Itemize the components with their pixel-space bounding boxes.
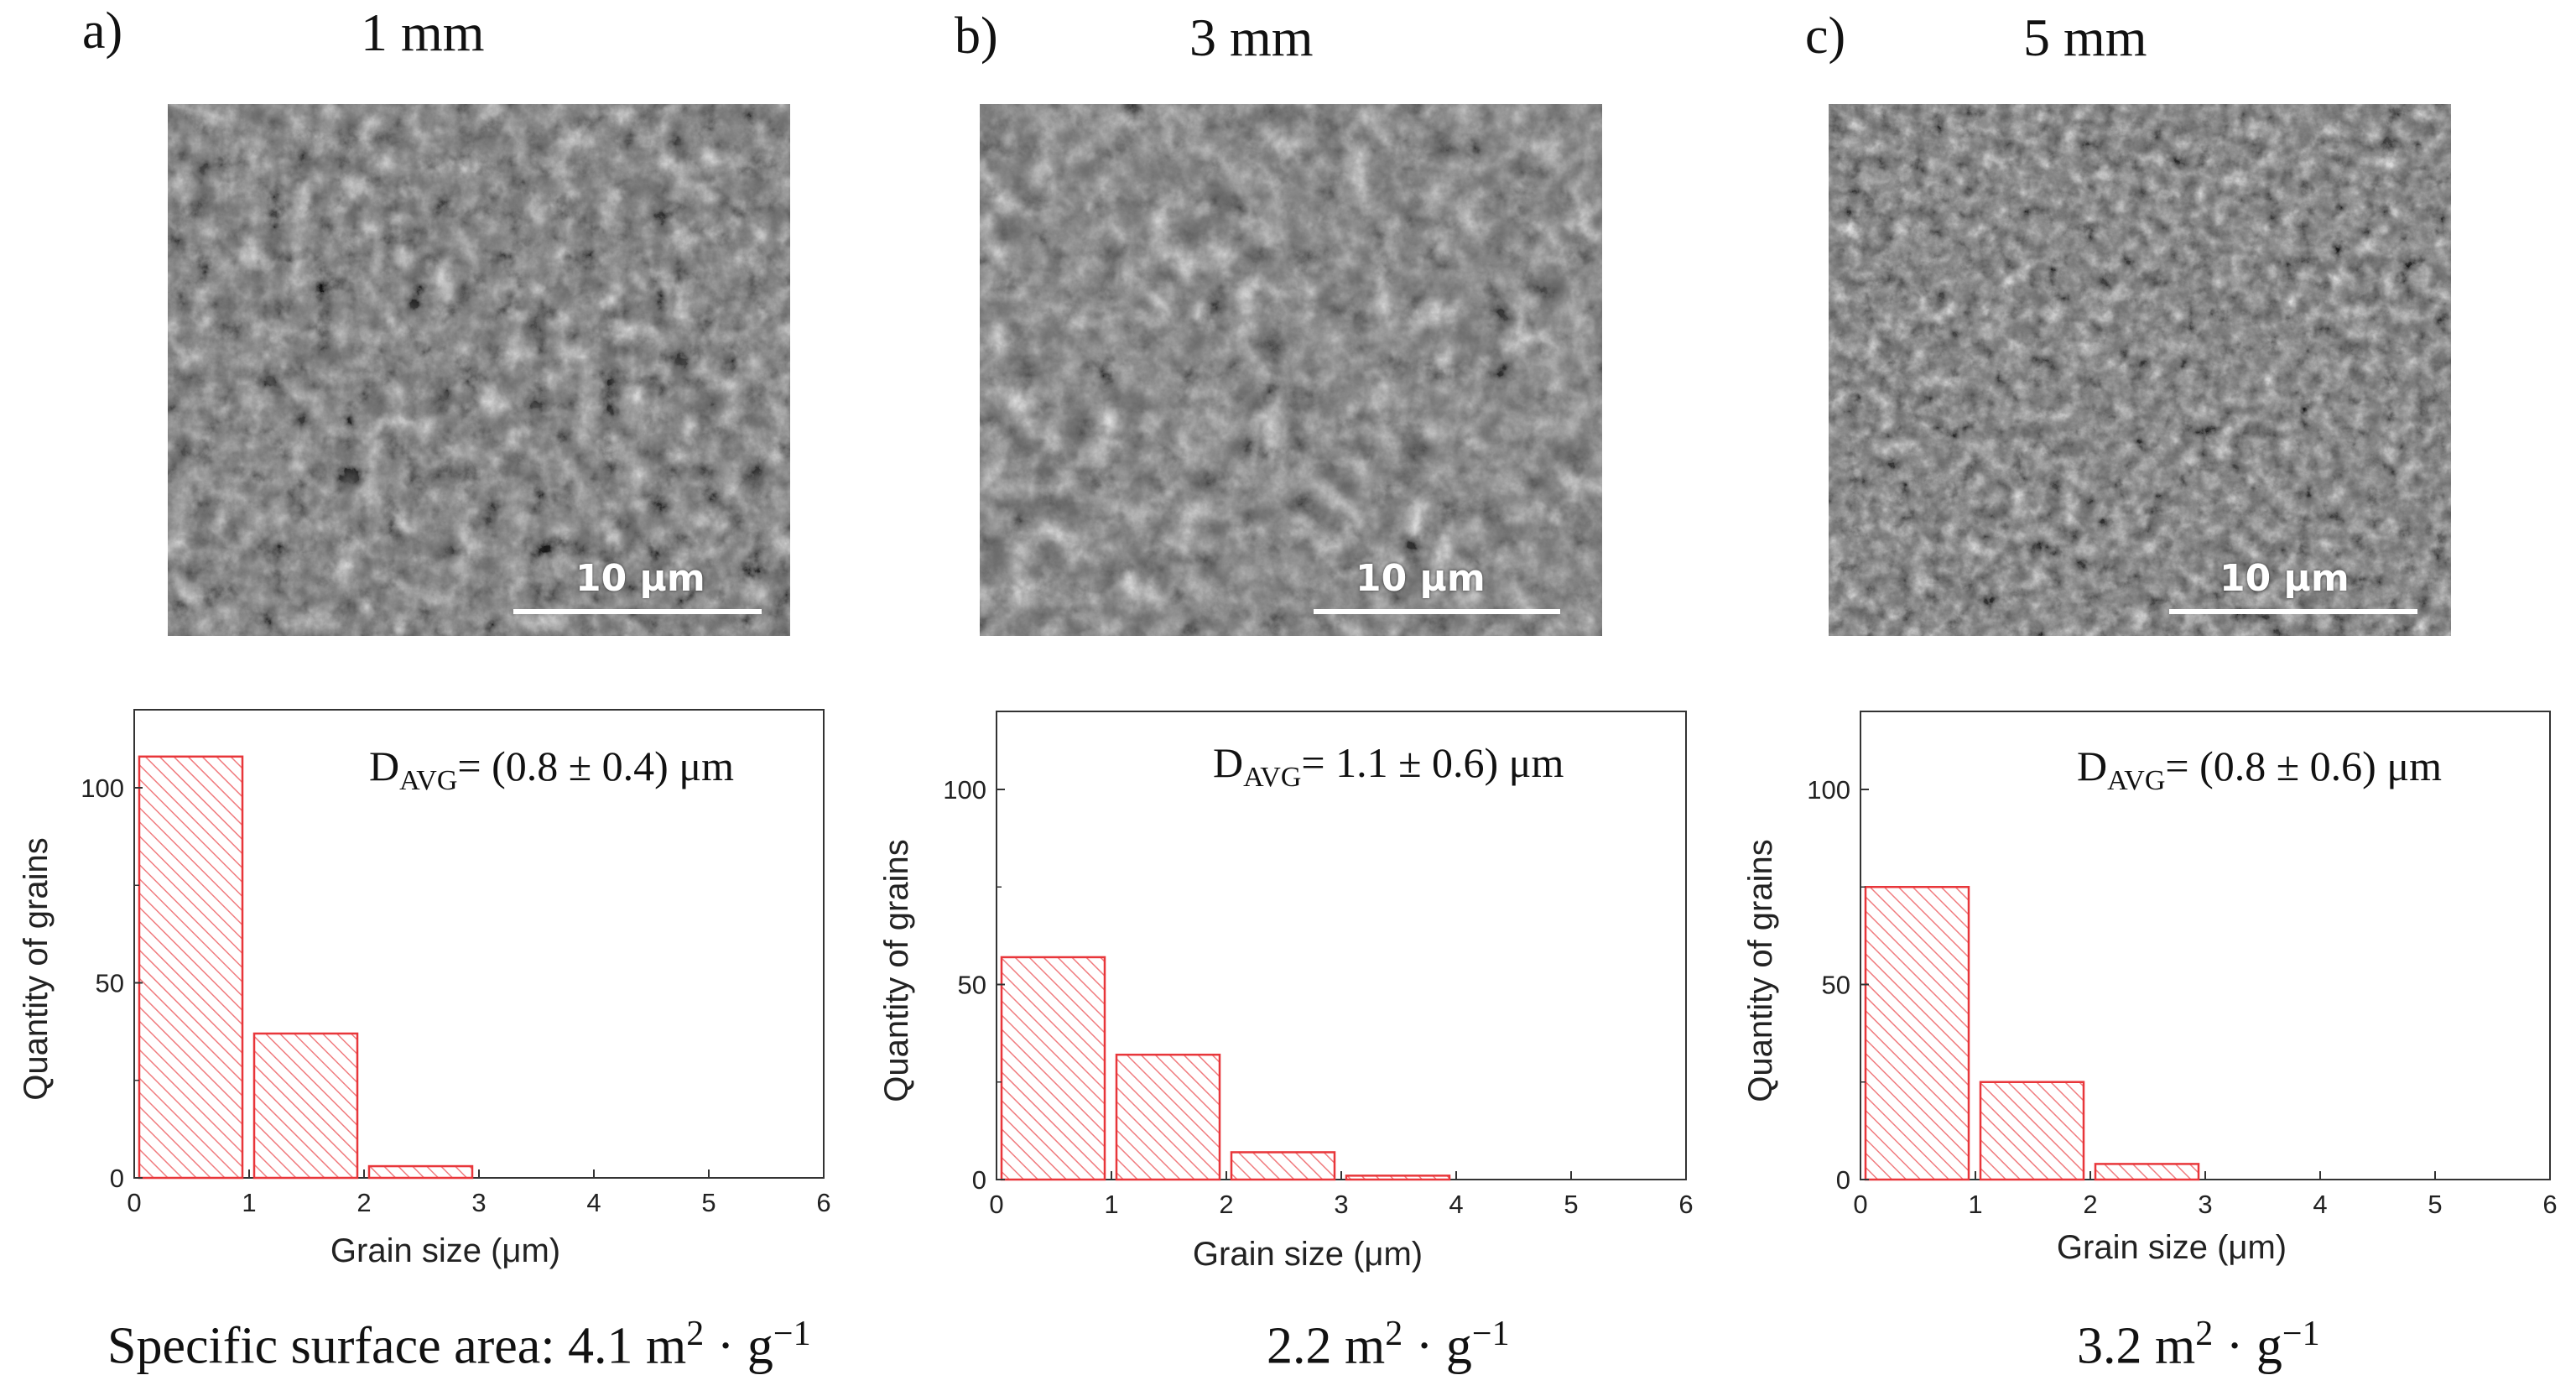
scale-bar (513, 609, 762, 614)
scale-bar (1314, 609, 1560, 614)
histogram-bar (1979, 1081, 2085, 1181)
davg-value: = (0.8 ± 0.6) μm (2165, 742, 2443, 789)
scale-bar-label: 10 μm (1356, 557, 1486, 600)
scale-bar-label: 10 μm (2220, 557, 2350, 600)
ssa-unit: · g (1402, 1317, 1472, 1375)
ssa-unit: · g (704, 1317, 773, 1375)
histogram-bar (1345, 1175, 1451, 1181)
davg-symbol: D (2077, 742, 2108, 789)
davg-annotation: DAVG= 1.1 ± 0.6) μm (1213, 738, 1564, 794)
x-tick-label: 0 (127, 1188, 141, 1217)
sem-texture (1829, 104, 2451, 636)
x-axis-label: Grain size (μm) (2057, 1229, 2287, 1266)
ssa-text: 2.2 m (1267, 1317, 1386, 1375)
x-tick-label: 2 (2083, 1190, 2097, 1219)
scale-bar-label: 10 μm (575, 557, 705, 600)
davg-subscript: AVG (399, 765, 458, 796)
davg-value: = 1.1 ± 0.6) μm (1301, 739, 1564, 786)
panel-label: b) (955, 8, 998, 65)
y-axis-label: Quantity of grains (878, 839, 915, 1102)
histogram-bar (252, 1032, 359, 1180)
histogram-bar (1000, 956, 1106, 1181)
x-tick-label: 4 (2313, 1190, 2327, 1219)
specific-surface-area: Specific surface area: 4.1 m2 · g−1 (107, 1314, 811, 1377)
x-axis-label: Grain size (μm) (1193, 1236, 1423, 1273)
davg-annotation: DAVG= (0.8 ± 0.4) μm (369, 742, 734, 797)
panel-label: a) (82, 3, 123, 60)
sem-title: 1 mm (361, 3, 485, 62)
x-tick-label: 5 (1564, 1190, 1578, 1219)
histogram-bar (1864, 886, 1970, 1181)
y-tick-label: 50 (1822, 971, 1850, 1000)
x-tick-label: 2 (356, 1188, 371, 1217)
x-tick-label: 6 (1678, 1190, 1693, 1219)
histogram-bar (367, 1164, 474, 1180)
y-tick-label: 100 (1807, 775, 1850, 805)
x-tick-label: 1 (1968, 1190, 1982, 1219)
histogram-bar (138, 755, 244, 1180)
sem-title: 5 mm (2023, 8, 2147, 67)
ssa-superscript: −1 (2282, 1315, 2320, 1353)
x-tick-label: 5 (2428, 1190, 2442, 1219)
x-tick-label: 3 (2198, 1190, 2212, 1219)
y-tick-label: 0 (1836, 1165, 1850, 1195)
ssa-text: 3.2 m (2077, 1317, 2196, 1375)
davg-symbol: D (369, 742, 400, 789)
y-axis-label: Quantity of grains (18, 837, 55, 1101)
x-tick-label: 1 (242, 1188, 256, 1217)
y-tick-label: 50 (958, 971, 986, 1000)
x-tick-label: 6 (816, 1188, 830, 1217)
y-tick-label: 0 (972, 1165, 986, 1195)
panel-label: c) (1805, 8, 1846, 65)
scale-bar (2169, 609, 2417, 614)
davg-value: = (0.8 ± 0.4) μm (457, 742, 735, 789)
x-tick-label: 4 (1449, 1190, 1463, 1219)
sem-image: 10 μm (1829, 104, 2451, 636)
y-tick-label: 50 (96, 969, 124, 998)
sem-texture (168, 104, 790, 636)
ssa-superscript: 2 (2195, 1315, 2214, 1353)
ssa-superscript: −1 (1471, 1315, 1510, 1353)
y-tick-label: 100 (943, 775, 986, 805)
davg-symbol: D (1213, 739, 1244, 786)
davg-subscript: AVG (1243, 762, 1302, 793)
y-tick-label: 100 (81, 774, 124, 803)
y-tick-label: 0 (110, 1164, 124, 1193)
davg-annotation: DAVG= (0.8 ± 0.6) μm (2077, 742, 2442, 797)
sem-texture (980, 104, 1602, 636)
y-axis-label: Quantity of grains (1742, 839, 1779, 1102)
x-tick-label: 0 (989, 1190, 1003, 1219)
x-tick-label: 0 (1853, 1190, 1867, 1219)
x-axis-label: Grain size (μm) (330, 1232, 560, 1269)
x-tick-label: 6 (2542, 1190, 2557, 1219)
sem-title: 3 mm (1189, 8, 1314, 67)
sem-image: 10 μm (980, 104, 1602, 636)
specific-surface-area: 3.2 m2 · g−1 (2077, 1314, 2320, 1377)
ssa-superscript: 2 (686, 1315, 705, 1353)
histogram-bar (2094, 1163, 2200, 1181)
ssa-unit: · g (2213, 1317, 2282, 1375)
x-tick-label: 3 (1334, 1190, 1348, 1219)
specific-surface-area: 2.2 m2 · g−1 (1267, 1314, 1510, 1377)
x-tick-label: 1 (1104, 1190, 1118, 1219)
davg-subscript: AVG (2107, 765, 2166, 796)
x-tick-label: 3 (471, 1188, 486, 1217)
x-tick-label: 2 (1219, 1190, 1233, 1219)
x-tick-label: 5 (701, 1188, 716, 1217)
histogram-bar (1115, 1053, 1221, 1181)
ssa-superscript: 2 (1385, 1315, 1403, 1353)
ssa-text: Specific surface area: 4.1 m (107, 1317, 687, 1375)
histogram-bar (1230, 1151, 1336, 1181)
ssa-superscript: −1 (773, 1315, 811, 1353)
x-tick-label: 4 (586, 1188, 601, 1217)
sem-image: 10 μm (168, 104, 790, 636)
